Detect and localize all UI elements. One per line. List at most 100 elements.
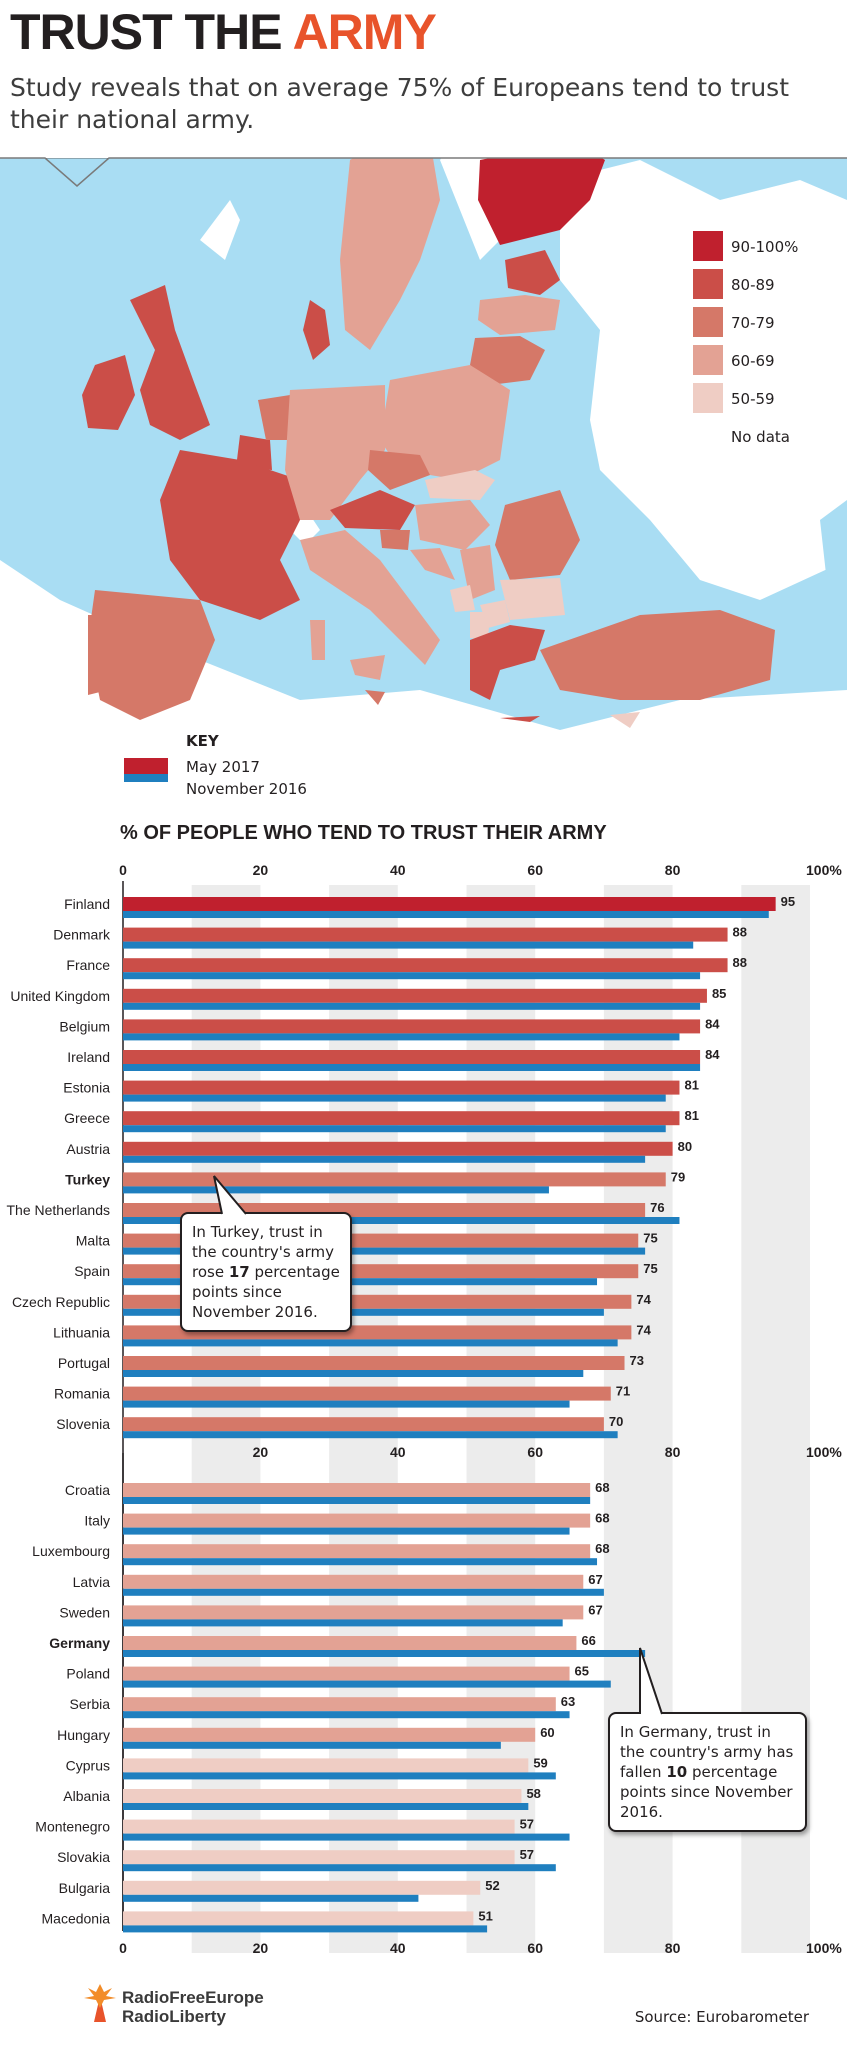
data-label: 67 xyxy=(588,1572,602,1587)
category-label: Portugal xyxy=(58,1355,110,1371)
country-slovenia xyxy=(380,530,410,550)
category-label: Romania xyxy=(54,1386,110,1402)
country-denmark xyxy=(303,300,330,360)
axis-tick-label: 60 xyxy=(527,1940,543,1956)
data-label: 63 xyxy=(561,1694,575,1709)
bar-may-2017 xyxy=(123,1544,591,1559)
source-note: Source: Eurobarometer xyxy=(634,2008,809,2026)
country-turkey xyxy=(540,610,775,700)
chart-title: % OF PEOPLE WHO TEND TO TRUST THEIR ARMY xyxy=(120,822,607,844)
axis-tick-label: 20 xyxy=(253,1444,269,1460)
bar-november-2016 xyxy=(123,1370,584,1377)
bar-november-2016 xyxy=(123,1864,556,1872)
category-label: Belgium xyxy=(59,1018,110,1034)
key-label-may-2017: May 2017 xyxy=(186,758,260,776)
data-label: 60 xyxy=(540,1725,554,1740)
callout-turkey-text-pre: In Turkey, trust in the country's army r… xyxy=(192,1223,335,1281)
data-label: 58 xyxy=(526,1786,540,1801)
category-label: Spain xyxy=(74,1263,110,1279)
bar-november-2016 xyxy=(123,1711,570,1719)
bar-november-2016 xyxy=(123,1497,591,1504)
bar-november-2016 xyxy=(123,1339,618,1347)
bar-may-2017 xyxy=(123,1417,604,1432)
category-label: Macedonia xyxy=(42,1910,111,1926)
category-label: Ireland xyxy=(67,1049,110,1065)
rfe-rl-logo: RadioFreeEurope RadioLiberty xyxy=(82,1976,302,2036)
axis-tick-label: 0 xyxy=(119,1940,127,1956)
country-czech-republic xyxy=(368,450,430,490)
bar-november-2016 xyxy=(123,1217,680,1224)
data-label: 52 xyxy=(485,1878,499,1893)
data-label: 68 xyxy=(595,1511,609,1526)
axis-tick-label: 80 xyxy=(665,1444,681,1460)
country-lithuania xyxy=(470,336,545,385)
category-label: United Kingdom xyxy=(10,988,110,1004)
legend-label: 80-89 xyxy=(731,276,775,294)
bar-may-2017 xyxy=(123,1574,584,1589)
category-label: Malta xyxy=(76,1233,110,1249)
bar-may-2017 xyxy=(123,1605,584,1620)
axis-tick-label: 100% xyxy=(806,1444,842,1460)
bar-may-2017 xyxy=(123,1483,591,1497)
legend-label: 90-100% xyxy=(731,238,799,256)
bar-november-2016 xyxy=(123,1833,570,1841)
callout-turkey-text-post: percentage points since November 2016. xyxy=(192,1263,340,1321)
bar-november-2016 xyxy=(123,1247,646,1255)
data-label: 88 xyxy=(733,925,747,940)
axis-tick-label: 100% xyxy=(806,862,842,878)
legend-label: 70-79 xyxy=(731,314,775,332)
key-swatch-may-2017 xyxy=(124,758,168,776)
data-label: 68 xyxy=(595,1480,609,1495)
data-label: 80 xyxy=(678,1139,692,1154)
category-label: Czech Republic xyxy=(12,1294,110,1310)
data-label: 74 xyxy=(636,1322,651,1337)
key-label-november-2016: November 2016 xyxy=(186,780,307,798)
legend-label: No data xyxy=(731,428,790,446)
callout-germany-number: 10 xyxy=(666,1763,688,1781)
bar-november-2016 xyxy=(123,1094,666,1102)
bar-november-2016 xyxy=(123,1033,680,1041)
category-label: Austria xyxy=(66,1141,110,1157)
category-label: Finland xyxy=(64,896,110,912)
data-label: 74 xyxy=(636,1292,651,1307)
country-greece xyxy=(470,625,545,700)
category-label: Poland xyxy=(66,1666,110,1682)
bar-november-2016 xyxy=(123,941,694,949)
country-cyprus xyxy=(610,712,640,728)
category-label: Lithuania xyxy=(53,1324,110,1340)
legend-swatch xyxy=(693,231,723,261)
axis-tick-label: 20 xyxy=(253,862,269,878)
bar-november-2016 xyxy=(123,1558,598,1566)
bar-november-2016 xyxy=(123,1064,701,1071)
bar-may-2017 xyxy=(123,1636,577,1650)
bar-may-2017 xyxy=(123,1880,481,1895)
country-sardinia xyxy=(310,620,325,660)
country-sweden xyxy=(340,130,440,350)
axis-tick-label: 0 xyxy=(119,862,127,878)
bar-may-2017 xyxy=(123,1819,515,1834)
callout-germany-text-post: percentage points since November 2016. xyxy=(620,1763,793,1821)
country-malta xyxy=(365,690,385,705)
category-label: Croatia xyxy=(65,1482,110,1498)
bar-may-2017 xyxy=(123,1666,570,1681)
bar-november-2016 xyxy=(123,1925,488,1933)
category-label: Estonia xyxy=(63,1080,110,1096)
country-france xyxy=(160,450,300,620)
header: TRUST THE ARMY Study reveals that on ave… xyxy=(0,0,847,187)
bar-may-2017 xyxy=(123,1019,701,1034)
legend-swatch xyxy=(693,307,723,337)
data-label: 59 xyxy=(533,1755,547,1770)
data-label: 95 xyxy=(781,894,795,909)
category-label: The Netherlands xyxy=(6,1202,110,1218)
callout-germany-text-pre: In Germany, trust in the country's army … xyxy=(620,1723,794,1781)
country-sicily xyxy=(350,655,385,680)
bar-november-2016 xyxy=(123,1155,646,1163)
country-estonia xyxy=(505,250,560,295)
bar-november-2016 xyxy=(123,1002,701,1010)
bar-may-2017 xyxy=(123,1758,529,1773)
norway-no-data xyxy=(200,200,240,260)
bar-november-2016 xyxy=(123,1588,604,1596)
legend-label: 50-59 xyxy=(731,390,775,408)
category-label: Albania xyxy=(63,1788,110,1804)
country-italy xyxy=(300,530,440,665)
